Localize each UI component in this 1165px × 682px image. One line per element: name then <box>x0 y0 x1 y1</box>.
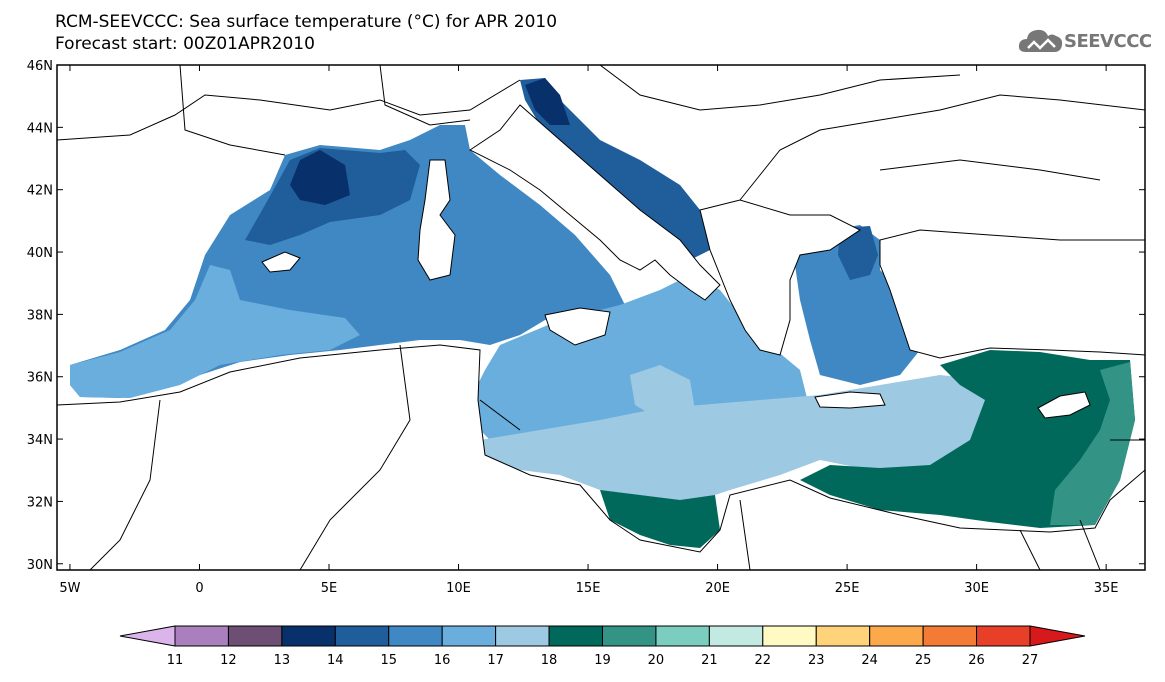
colorbar-label: 23 <box>808 653 825 668</box>
balearic-islands <box>261 251 301 273</box>
sst-alboran <box>70 265 360 398</box>
colorbar-swatch <box>922 625 978 647</box>
lon-tick-label: 5E <box>321 581 338 596</box>
balkans-greece <box>699 199 861 356</box>
sst-southern-central <box>480 375 990 505</box>
colorbar-swatch <box>441 625 497 647</box>
lat-tick-label: 42N <box>27 184 53 199</box>
sst-northern-adriatic <box>525 78 570 125</box>
crete <box>814 391 886 409</box>
sst-gulf-of-sirte <box>600 490 720 548</box>
colorbar-swatch <box>976 625 1031 647</box>
cloud-icon <box>1018 29 1063 52</box>
colorbar-label: 16 <box>434 653 451 668</box>
colorbar-label: 18 <box>541 653 558 668</box>
colorbar-label: 11 <box>167 653 184 668</box>
colorbar-label: 14 <box>327 653 344 668</box>
sst-levantine <box>800 350 1135 528</box>
colorbar-swatch <box>869 625 924 647</box>
colorbar-swatch <box>708 625 764 647</box>
lat-tick-label: 44N <box>27 121 53 136</box>
colorbar-swatch <box>548 625 603 647</box>
lon-tick-label: 5W <box>59 581 80 596</box>
lat-tick-label: 34N <box>27 433 53 448</box>
lat-tick-label: 40N <box>27 246 53 261</box>
colorbar-swatch <box>227 625 283 647</box>
sst-aegean <box>790 225 920 385</box>
lon-tick-label: 10E <box>446 581 471 596</box>
colorbar-swatch <box>388 625 443 647</box>
lon-tick-label: 0 <box>195 581 203 596</box>
north-africa-coast <box>57 344 1145 570</box>
lat-tick-label: 46N <box>27 59 53 74</box>
colorbar-label: 17 <box>487 653 504 668</box>
turkey-coast <box>879 229 1145 359</box>
colorbar-label: 20 <box>648 653 665 668</box>
colorbar-label: 15 <box>380 653 397 668</box>
lat-tick-label: 32N <box>27 495 53 510</box>
colorbar-under-triangle <box>119 625 176 647</box>
colorbar-label: 27 <box>1022 653 1039 668</box>
colorbar-swatch <box>602 625 657 647</box>
colorbar-swatch <box>655 625 710 647</box>
colorbar-swatch <box>174 625 229 647</box>
colorbar-label: 12 <box>220 653 237 668</box>
lat-tick-label: 36N <box>27 371 53 386</box>
map-title: RCM-SEEVCCC: Sea surface temperature (°C… <box>55 12 558 32</box>
colorbar-swatch <box>281 625 336 647</box>
lat-tick-label: 30N <box>27 558 53 573</box>
colorbar-over-triangle <box>1029 625 1086 647</box>
colorbar-label: 19 <box>594 653 611 668</box>
sst-north-aegean <box>838 226 878 280</box>
sicily <box>544 307 611 346</box>
colorbar-swatch <box>334 625 390 647</box>
logo-text: SEEVCCC <box>1064 31 1152 52</box>
sst-central-warm-patch <box>630 365 695 420</box>
italy-land <box>469 104 721 301</box>
sardinia-corsica <box>417 159 456 281</box>
lon-tick-label: 15E <box>576 581 601 596</box>
sst-levantine-warm <box>1050 362 1135 525</box>
lon-tick-label: 25E <box>835 581 860 596</box>
colorbar-label: 21 <box>701 653 718 668</box>
colorbar-swatch <box>495 625 550 647</box>
lat-tick-label: 38N <box>27 308 53 323</box>
lon-tick-label: 35E <box>1094 581 1119 596</box>
latitude-axis: 30N 32N 34N 36N 38N 40N 42N 44N 46N <box>27 59 1145 573</box>
lon-tick-label: 20E <box>705 581 730 596</box>
sst-coldest-core <box>290 150 350 205</box>
colorbar-label: 24 <box>861 653 878 668</box>
colorbar-swatch <box>762 625 817 647</box>
colorbar-label: 25 <box>915 653 932 668</box>
seevccc-logo: SEEVCCC <box>1018 24 1152 58</box>
cyprus <box>1037 391 1091 419</box>
colorbar-label: 22 <box>755 653 772 668</box>
forecast-start-subtitle: Forecast start: 00Z01APR2010 <box>55 34 315 54</box>
longitude-axis: 5W 0 5E 10E 15E 20E 25E 30E 35E <box>59 65 1119 596</box>
colorbar-swatch <box>815 625 871 647</box>
country-borders <box>57 65 1145 570</box>
colorbar: 11 12 13 14 15 16 17 18 19 20 21 22 23 24 25 26 27 <box>119 625 1086 668</box>
map-frame <box>56 64 1146 571</box>
lon-tick-label: 30E <box>964 581 989 596</box>
colorbar-label: 13 <box>274 653 291 668</box>
colorbar-label: 26 <box>968 653 985 668</box>
